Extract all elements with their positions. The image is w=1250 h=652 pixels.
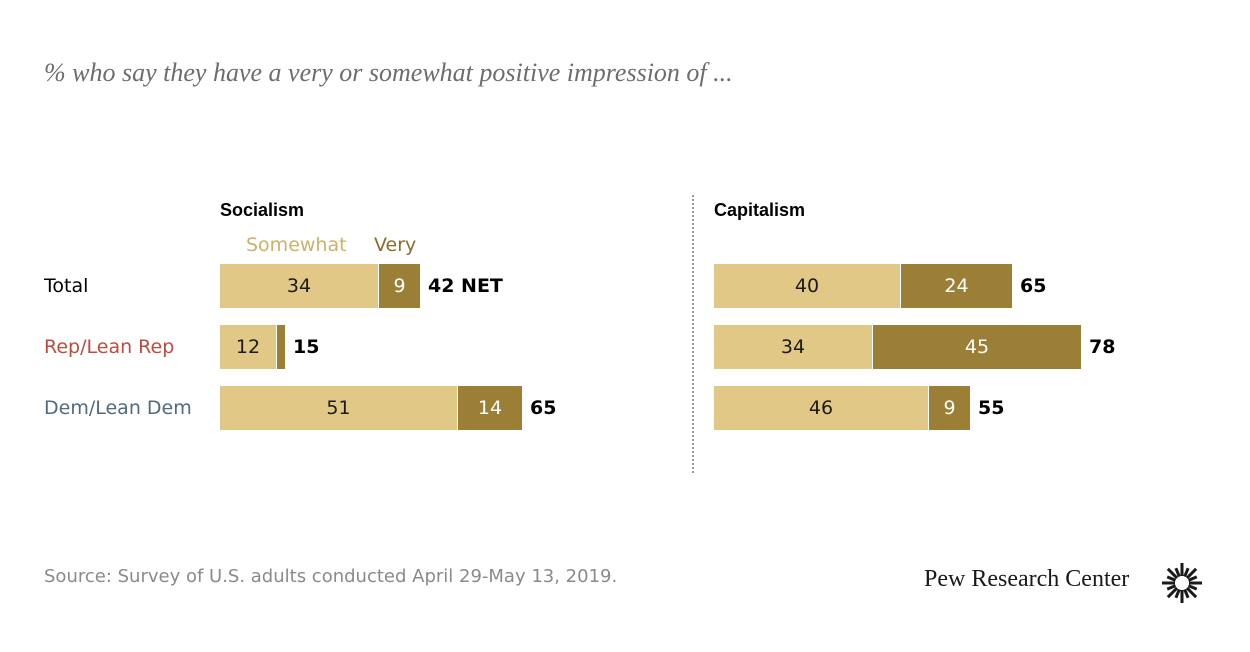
socialism-total-somewhat-bar: 34 [220,264,378,308]
bar-value-label: 34 [286,275,312,297]
bar-value-label: 40 [794,275,820,297]
bar-value-label: 24 [944,275,969,297]
bar-value-label: 45 [964,336,990,358]
bar-value-label: 12 [235,336,261,358]
panel-title-capitalism: Capitalism [714,200,806,220]
legend-very: Very [374,234,417,256]
sunburst-ray [1187,584,1198,591]
sunburst-ray [1185,586,1198,599]
sunburst-ray [1185,567,1198,580]
sunburst-ray [1174,588,1181,599]
bar-value-label: 9 [943,397,956,419]
socialism-dem-somewhat-bar: 51 [220,386,457,430]
socialism-total-very-bar: 9 [378,264,420,308]
capitalism-total-net-label: 65 [1020,275,1047,297]
socialism-rep-somewhat-bar: 12 [220,325,276,369]
sunburst-ray [1166,567,1179,580]
capitalism-dem-very-bar: 9 [928,386,970,430]
bar-value-label: 14 [477,397,503,419]
socialism-total-net-label: 42 NET [428,275,503,297]
bar-value-label: 9 [393,275,406,297]
row-label-rep: Rep/Lean Rep [44,336,175,358]
capitalism-total-very-bar: 24 [900,264,1012,308]
socialism-rep-very-bar [276,325,285,369]
socialism-dem-net-label: 65 [530,397,557,419]
sunburst-ray [1174,567,1181,578]
capitalism-dem-net-label: 55 [978,397,1005,419]
legend-somewhat: Somewhat [246,234,347,256]
bar-value-label: 51 [326,397,351,419]
bar-value-label: 34 [780,336,806,358]
pew-sunburst-icon [1162,563,1202,603]
capitalism-rep-very-bar: 45 [872,325,1081,369]
sunburst-ray [1183,567,1190,578]
panel-divider [692,195,694,473]
source-note: Source: Survey of U.S. adults conducted … [44,566,618,587]
row-label-dem: Dem/Lean Dem [44,397,192,419]
sunburst-ray [1166,586,1179,599]
sunburst-ray [1183,588,1190,599]
chart-subtitle: % who say they have a very or somewhat p… [44,58,733,87]
capitalism-rep-net-label: 78 [1089,336,1116,358]
socialism-rep-net-label: 15 [293,336,320,358]
capitalism-rep-somewhat-bar: 34 [714,325,872,369]
socialism-dem-very-bar: 14 [457,386,522,430]
capitalism-dem-somewhat-bar: 46 [714,386,928,430]
sunburst-ray [1166,584,1177,591]
row-label-total: Total [44,275,89,297]
panel-title-socialism: Socialism [220,200,305,220]
sunburst-ray [1166,575,1177,582]
bar-value-label: 46 [808,397,834,419]
brand-name: Pew Research Center [924,566,1130,592]
capitalism-total-somewhat-bar: 40 [714,264,900,308]
sunburst-ray [1187,575,1198,582]
